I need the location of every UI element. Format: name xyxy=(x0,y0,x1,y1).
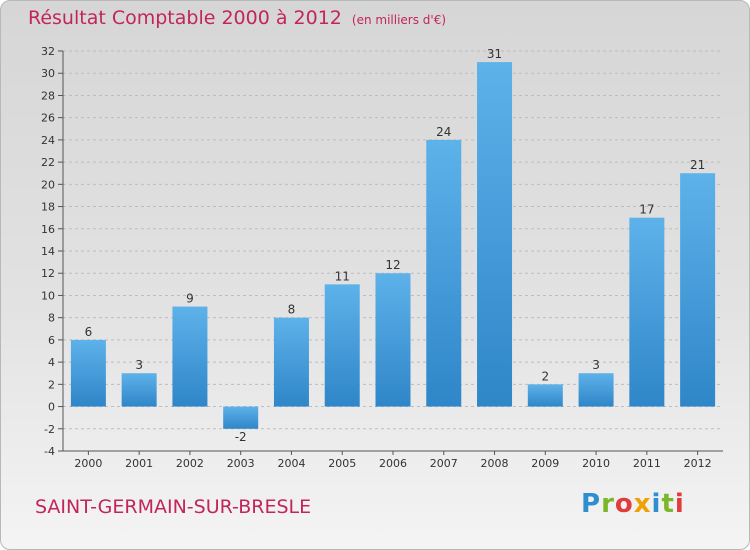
bar xyxy=(121,373,157,407)
y-tick-label: 12 xyxy=(41,267,55,280)
x-tick-label: 2012 xyxy=(684,457,712,470)
y-tick-label: 32 xyxy=(41,45,55,58)
proxiti-logo: Proxiti xyxy=(581,489,685,519)
chart-title: Résultat Comptable 2000 à 2012 (en millie… xyxy=(28,7,446,29)
y-tick-label: 30 xyxy=(41,67,55,80)
x-tick-label: 2001 xyxy=(125,457,153,470)
data-label: 3 xyxy=(592,358,600,372)
bar xyxy=(477,62,513,407)
unit-note: (en milliers d'€) xyxy=(351,13,447,27)
y-tick-label: 0 xyxy=(48,401,55,414)
y-tick-label: 20 xyxy=(41,178,55,191)
data-label: 11 xyxy=(335,269,350,283)
y-tick-label: 4 xyxy=(48,356,55,369)
bar xyxy=(629,217,665,407)
x-tick-label: 2010 xyxy=(582,457,610,470)
data-label: 6 xyxy=(85,325,93,339)
y-tick-label: -4 xyxy=(44,445,55,458)
logo-letter: r xyxy=(601,489,615,519)
commune-name: SAINT-GERMAIN-SUR-BRESLE xyxy=(35,496,312,518)
y-tick-label: 14 xyxy=(41,245,55,258)
logo-letter: i xyxy=(674,489,685,519)
bar xyxy=(527,384,563,407)
x-tick-label: 2006 xyxy=(379,457,407,470)
y-tick-label: 28 xyxy=(41,89,55,102)
bar xyxy=(578,373,614,407)
data-label: 31 xyxy=(487,47,502,61)
x-tick-label: 2009 xyxy=(531,457,559,470)
data-label: 12 xyxy=(385,258,400,272)
logo-letter: x xyxy=(633,489,652,519)
y-tick-label: -2 xyxy=(44,423,55,436)
data-label: 2 xyxy=(541,369,549,383)
data-label: 9 xyxy=(186,292,194,306)
bar xyxy=(426,139,462,407)
y-tick-label: 16 xyxy=(41,223,55,236)
logo-letter: t xyxy=(661,489,675,519)
y-tick-label: 22 xyxy=(41,156,55,169)
bar xyxy=(324,284,360,407)
data-label: 21 xyxy=(690,158,705,172)
x-tick-label: 2011 xyxy=(633,457,661,470)
y-tick-label: 24 xyxy=(41,134,55,147)
x-tick-label: 2008 xyxy=(481,457,509,470)
y-tick-label: 10 xyxy=(41,289,55,302)
y-tick-label: 18 xyxy=(41,201,55,214)
x-tick-label: 2007 xyxy=(430,457,458,470)
x-tick-label: 2003 xyxy=(227,457,255,470)
bar xyxy=(273,317,309,407)
chart-title-text: Résultat Comptable 2000 à 2012 xyxy=(28,7,342,29)
y-tick-label: 2 xyxy=(48,378,55,391)
x-tick-label: 2000 xyxy=(74,457,102,470)
y-tick-label: 8 xyxy=(48,312,55,325)
logo-letter: o xyxy=(614,489,634,519)
logo-letter: i xyxy=(651,489,662,519)
bar xyxy=(375,273,411,407)
bar xyxy=(70,339,106,407)
y-tick-label: 6 xyxy=(48,334,55,347)
y-tick-label: 26 xyxy=(41,112,55,125)
x-tick-label: 2004 xyxy=(277,457,305,470)
data-label: 24 xyxy=(436,125,451,139)
logo-letter: P xyxy=(581,489,602,519)
data-label: -2 xyxy=(235,430,247,444)
data-label: 3 xyxy=(135,358,143,372)
bar xyxy=(680,173,716,407)
bar xyxy=(223,406,259,429)
x-tick-label: 2005 xyxy=(328,457,356,470)
data-label: 17 xyxy=(639,203,654,217)
x-tick-label: 2002 xyxy=(176,457,204,470)
bar xyxy=(172,306,208,407)
data-label: 8 xyxy=(288,303,296,317)
